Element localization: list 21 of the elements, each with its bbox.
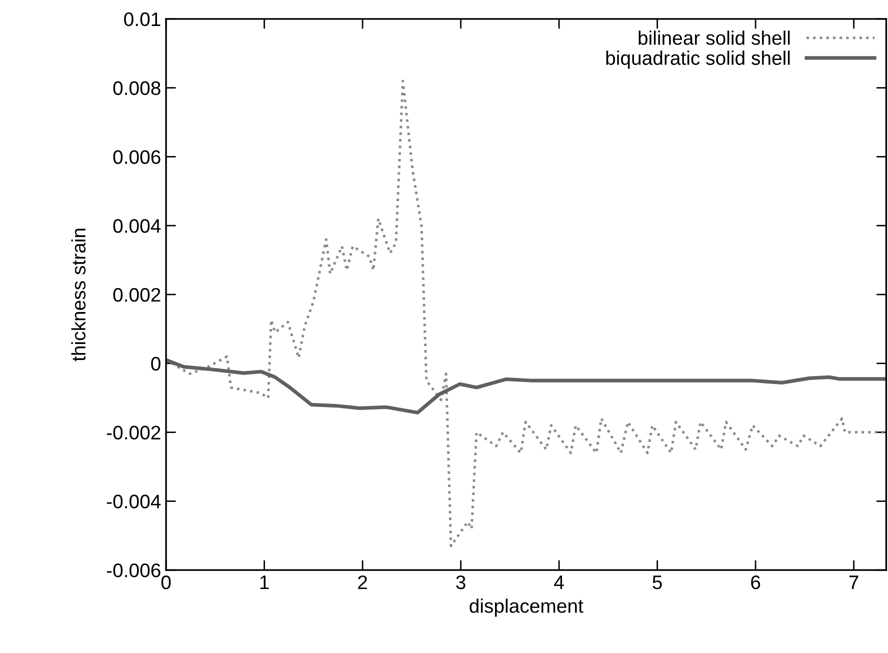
y-tick-label: -0.006: [106, 564, 160, 578]
legend-label: bilinear solid shell: [638, 30, 790, 45]
y-tick-label: 0.008: [113, 81, 160, 96]
x-tick-label: 4: [554, 576, 564, 590]
y-tick-label: -0.004: [106, 494, 161, 508]
y-tick-label: 0.006: [113, 150, 160, 164]
x-tick-label: 5: [652, 576, 662, 590]
x-tick-label: 3: [456, 575, 466, 590]
x-axis-title: displacement: [470, 598, 584, 617]
x-tick-label: 2: [358, 575, 367, 590]
x-tick-label: 7: [849, 576, 858, 590]
y-axis-title: thickness strain: [71, 228, 86, 362]
y-tick-label: 0: [151, 356, 160, 371]
y-tick-label: 0.01: [124, 12, 160, 26]
x-tick-label: 6: [751, 575, 760, 590]
y-tick-label: -0.002: [106, 426, 160, 440]
y-tick-label: 0.002: [113, 288, 160, 302]
x-tick-label: 1: [260, 576, 269, 590]
y-tick-label: 0.004: [113, 219, 161, 233]
x-tick-label: 0: [161, 575, 171, 590]
legend-label: biquadratic solid shell: [606, 50, 790, 69]
